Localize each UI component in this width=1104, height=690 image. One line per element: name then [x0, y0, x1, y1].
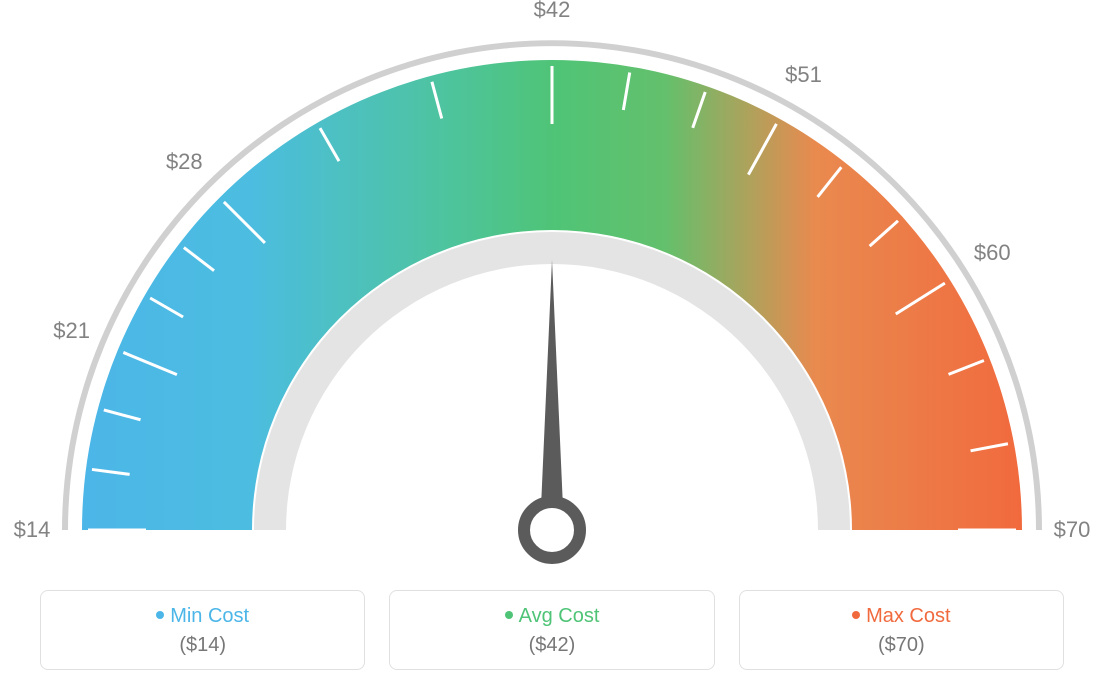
gauge-tick-label: $42	[534, 0, 571, 23]
gauge-tick-label: $70	[1054, 517, 1091, 543]
dot-icon	[852, 611, 860, 619]
legend-title-max-text: Max Cost	[866, 605, 950, 627]
legend-row: Min Cost ($14) Avg Cost ($42) Max Cost (…	[40, 590, 1064, 670]
dot-icon	[505, 611, 513, 619]
legend-title-min-text: Min Cost	[170, 605, 249, 627]
legend-value-max: ($70)	[750, 634, 1053, 657]
legend-value-avg: ($42)	[400, 634, 703, 657]
gauge-tick-label: $28	[166, 149, 203, 175]
legend-card-max: Max Cost ($70)	[739, 590, 1064, 670]
legend-title-avg-text: Avg Cost	[519, 605, 600, 627]
legend-card-avg: Avg Cost ($42)	[389, 590, 714, 670]
gauge-tick-label: $21	[53, 318, 90, 344]
gauge-tick-label: $60	[974, 240, 1011, 266]
gauge-svg	[0, 0, 1104, 570]
gauge-chart: $14 $21 $28 $42 $51 $60 $70	[0, 0, 1104, 570]
gauge-tick-label: $14	[14, 517, 51, 543]
legend-value-min: ($14)	[51, 634, 354, 657]
legend-title-min: Min Cost	[51, 605, 354, 628]
gauge-tick-label: $51	[785, 62, 822, 88]
legend-title-avg: Avg Cost	[400, 605, 703, 628]
legend-title-max: Max Cost	[750, 605, 1053, 628]
dot-icon	[156, 611, 164, 619]
legend-card-min: Min Cost ($14)	[40, 590, 365, 670]
cost-gauge-container: $14 $21 $28 $42 $51 $60 $70 Min Cost ($14) Avg…	[0, 0, 1104, 690]
